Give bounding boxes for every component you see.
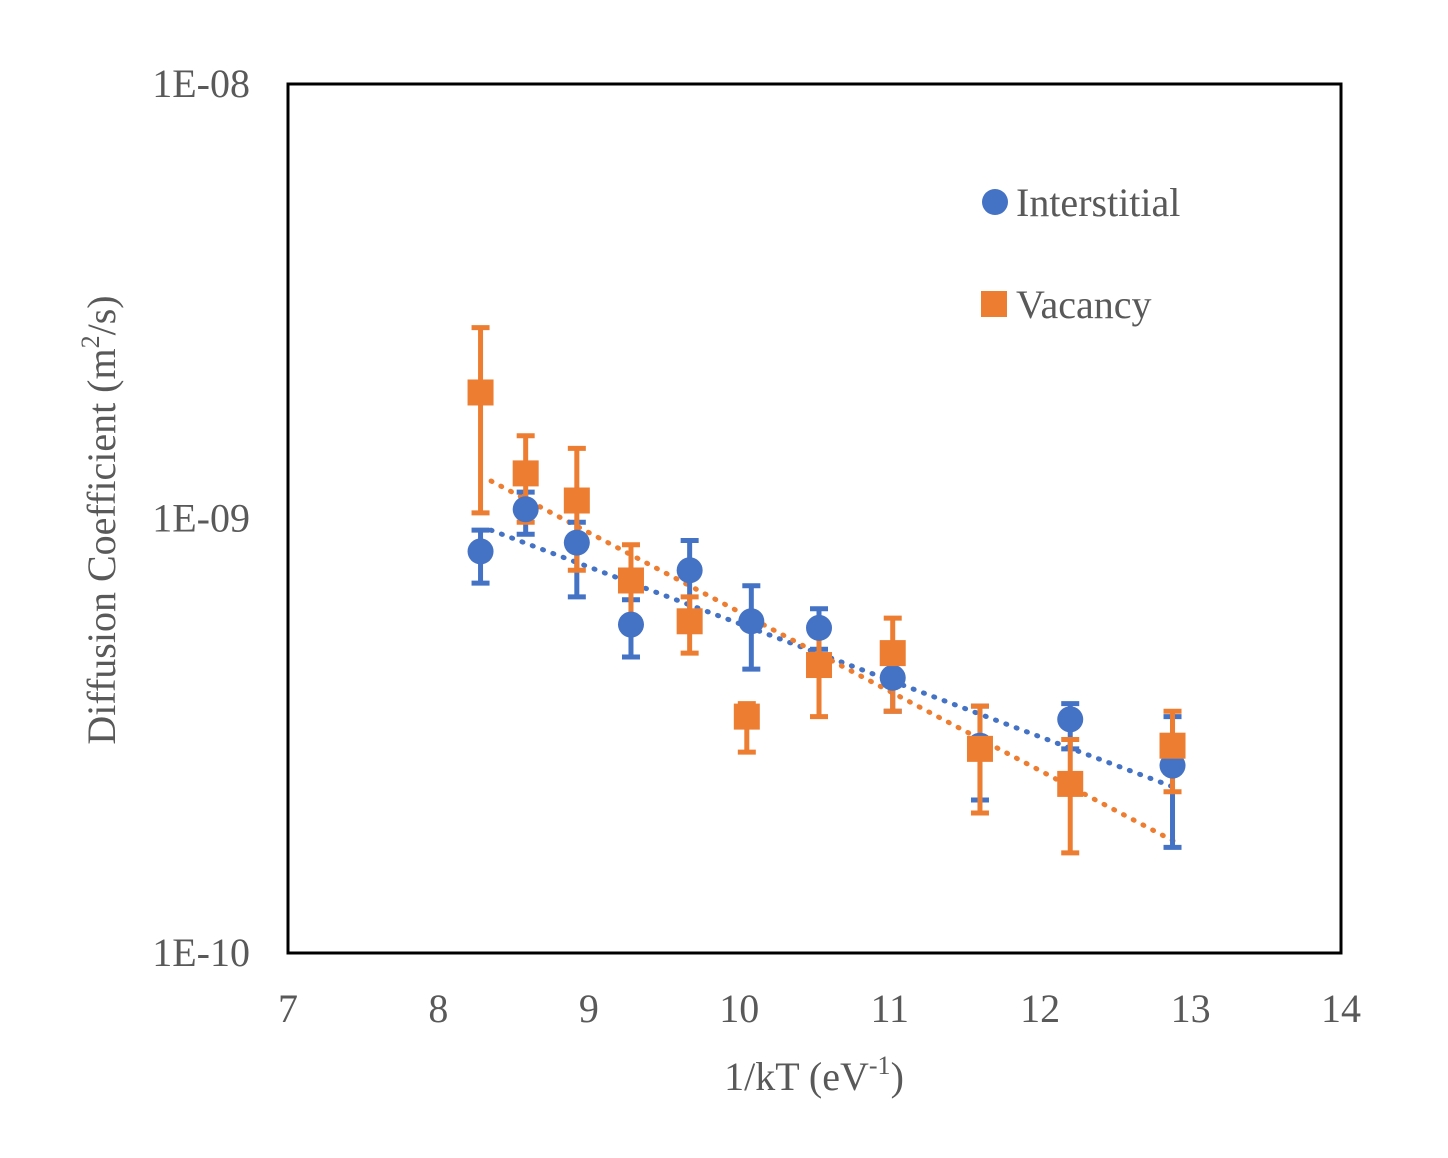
data-point-vacancy	[879, 640, 906, 667]
y-axis-title: Diffusion Coefficient (m2/s)	[76, 295, 124, 744]
data-point-interstitial	[1159, 752, 1186, 779]
data-point-interstitial	[879, 664, 906, 691]
data-point-interstitial	[676, 557, 703, 584]
legend: Interstitial Vacancy	[981, 180, 1180, 327]
x-tick-label: 7	[278, 986, 298, 1031]
data-point-interstitial	[806, 614, 833, 641]
data-point-vacancy	[617, 567, 644, 594]
data-point-interstitial	[563, 529, 590, 556]
x-tick-label: 10	[719, 986, 759, 1031]
x-tick-label: 11	[870, 986, 909, 1031]
data-point-interstitial	[1057, 706, 1084, 733]
data-point-vacancy	[806, 652, 833, 679]
x-tick-label: 13	[1171, 986, 1211, 1031]
data-point-interstitial	[512, 496, 539, 523]
legend-marker-vacancy	[981, 291, 1007, 317]
data-point-vacancy	[1159, 732, 1186, 759]
x-axis-ticks: 7 8 9 10 11 12 13 14	[278, 986, 1361, 1031]
y-axis-ticks: 1E-08 1E-09 1E-10	[152, 61, 250, 975]
data-point-vacancy	[467, 379, 494, 406]
y-tick-label: 1E-09	[152, 496, 250, 541]
x-tick-label: 8	[428, 986, 448, 1031]
legend-label-vacancy: Vacancy	[1016, 282, 1151, 327]
legend-marker-interstitial	[982, 189, 1008, 215]
data-point-interstitial	[738, 608, 765, 635]
data-point-vacancy	[1057, 770, 1084, 797]
x-tick-label: 9	[579, 986, 599, 1031]
data-markers	[467, 379, 1186, 797]
plot-frame	[286, 82, 1343, 955]
error-bar-vacancy	[471, 325, 490, 516]
x-tick-label: 12	[1020, 986, 1060, 1031]
trendlines	[488, 478, 1179, 845]
data-point-interstitial	[617, 611, 644, 638]
data-point-vacancy	[733, 703, 760, 730]
data-point-vacancy	[563, 487, 590, 514]
y-tick-label: 1E-08	[152, 61, 250, 106]
x-tick-label: 14	[1321, 986, 1361, 1031]
data-point-interstitial	[467, 538, 494, 565]
data-point-vacancy	[676, 608, 703, 635]
data-point-vacancy	[512, 460, 539, 487]
x-axis-title: 1/kT (eV-1)	[724, 1051, 904, 1099]
y-tick-label: 1E-10	[152, 930, 250, 975]
legend-label-interstitial: Interstitial	[1016, 180, 1180, 225]
trendline-vacancy	[488, 478, 1179, 845]
data-point-vacancy	[966, 735, 993, 762]
